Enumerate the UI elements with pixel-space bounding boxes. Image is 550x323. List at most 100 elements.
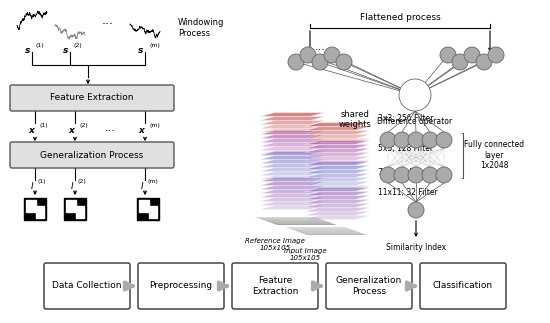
Circle shape [408, 167, 424, 183]
Polygon shape [305, 130, 370, 134]
Text: 3x3; 256 Filter: 3x3; 256 Filter [378, 113, 433, 122]
Circle shape [452, 54, 468, 70]
Polygon shape [305, 182, 370, 185]
Text: Reference Image
105x105: Reference Image 105x105 [245, 238, 305, 251]
Circle shape [324, 47, 340, 63]
Circle shape [436, 167, 452, 183]
Polygon shape [305, 161, 370, 164]
Text: 11x11; 32 Filter: 11x11; 32 Filter [378, 187, 438, 196]
Text: Feature Extraction: Feature Extraction [50, 93, 134, 102]
Polygon shape [261, 219, 323, 220]
Polygon shape [260, 151, 325, 154]
Polygon shape [263, 220, 326, 221]
Text: shared
weights: shared weights [339, 110, 371, 130]
Circle shape [436, 132, 452, 148]
Text: (2): (2) [74, 43, 82, 48]
Text: ···: ··· [102, 18, 114, 32]
Polygon shape [305, 187, 370, 192]
Polygon shape [260, 168, 325, 172]
Polygon shape [260, 202, 325, 205]
Bar [66, 200, 76, 212]
Polygon shape [260, 190, 325, 193]
Polygon shape [269, 222, 332, 223]
Circle shape [380, 132, 396, 148]
Polygon shape [258, 218, 321, 219]
Text: ···: ··· [410, 130, 421, 140]
Polygon shape [296, 231, 359, 232]
Text: x: x [28, 126, 34, 135]
Polygon shape [260, 163, 325, 168]
Polygon shape [305, 212, 370, 215]
Circle shape [408, 132, 424, 148]
Text: Feature
Extraction: Feature Extraction [252, 276, 298, 296]
Text: Data Collection: Data Collection [52, 282, 122, 290]
Circle shape [488, 47, 504, 63]
Polygon shape [305, 162, 370, 165]
Polygon shape [260, 130, 325, 134]
Bar [64, 198, 86, 220]
Text: (1): (1) [36, 43, 45, 48]
Text: Difference operator: Difference operator [377, 117, 453, 126]
Polygon shape [274, 224, 337, 225]
Text: (1): (1) [38, 179, 47, 184]
Polygon shape [305, 157, 370, 161]
Text: (m): (m) [149, 43, 160, 48]
Text: (2): (2) [78, 179, 87, 184]
Polygon shape [260, 139, 325, 142]
Text: s: s [25, 46, 31, 55]
Text: ···: ··· [410, 165, 421, 175]
Text: I: I [141, 182, 144, 191]
FancyBboxPatch shape [420, 263, 506, 309]
Circle shape [288, 54, 304, 70]
Circle shape [476, 54, 492, 70]
Polygon shape [272, 223, 334, 224]
Polygon shape [290, 229, 353, 230]
Circle shape [464, 47, 480, 63]
Polygon shape [288, 228, 350, 229]
Polygon shape [305, 173, 370, 178]
Bar [24, 198, 46, 220]
Polygon shape [305, 207, 370, 212]
Polygon shape [260, 178, 325, 182]
Polygon shape [260, 193, 325, 197]
Text: s: s [138, 46, 144, 55]
Polygon shape [260, 117, 325, 120]
Polygon shape [293, 230, 356, 231]
Bar [36, 206, 43, 218]
Text: x: x [68, 126, 74, 135]
Polygon shape [260, 151, 325, 155]
Text: s: s [63, 46, 69, 55]
Text: ···: ··· [465, 45, 475, 55]
Text: ···: ··· [104, 126, 116, 136]
Polygon shape [260, 160, 325, 163]
Polygon shape [260, 175, 325, 180]
Bar [26, 200, 36, 212]
Text: (m): (m) [149, 123, 160, 128]
Polygon shape [305, 134, 370, 139]
Polygon shape [260, 172, 325, 175]
Polygon shape [260, 124, 325, 129]
Polygon shape [305, 200, 370, 203]
Bar [139, 200, 149, 212]
Polygon shape [305, 192, 370, 195]
Polygon shape [260, 182, 325, 185]
Polygon shape [260, 129, 325, 132]
Circle shape [422, 132, 438, 148]
Text: Generalization
Process: Generalization Process [336, 276, 402, 296]
Polygon shape [305, 141, 370, 144]
Circle shape [399, 79, 431, 111]
Polygon shape [260, 205, 325, 210]
Polygon shape [305, 203, 370, 207]
Text: 7x7; 64 Filter: 7x7; 64 Filter [378, 168, 428, 176]
Polygon shape [305, 185, 370, 190]
Polygon shape [305, 144, 370, 149]
Polygon shape [260, 155, 325, 160]
Polygon shape [305, 122, 370, 127]
Text: Similarity Index: Similarity Index [386, 243, 446, 252]
Polygon shape [305, 127, 370, 130]
Text: Classification: Classification [433, 282, 493, 290]
Polygon shape [260, 197, 325, 202]
FancyBboxPatch shape [138, 263, 224, 309]
FancyBboxPatch shape [10, 142, 174, 168]
Text: Generalization Process: Generalization Process [40, 151, 144, 160]
